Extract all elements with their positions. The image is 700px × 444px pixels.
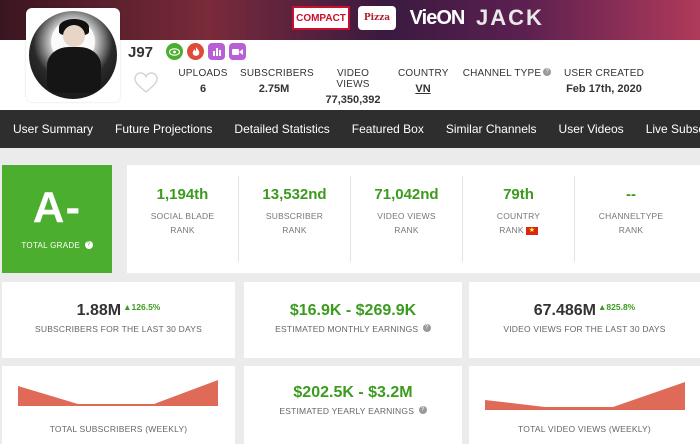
- stat-label: CHANNEL TYPE: [462, 68, 542, 79]
- eye-icon[interactable]: [166, 43, 183, 60]
- card-value: 67.486M: [533, 302, 596, 319]
- stat-label: UPLOADS: [178, 68, 228, 79]
- stat-label: VIDEO VIEWS: [336, 68, 370, 90]
- card-views-30-days: 67.486M ▲825.8% VIDEO VIEWS FOR THE LAST …: [469, 282, 700, 358]
- rank-value: 79th: [503, 186, 534, 203]
- video-camera-icon[interactable]: [229, 43, 246, 60]
- card-yearly-earnings: $202.5K - $3.2M ESTIMATED YEARLY EARNING…: [244, 366, 462, 444]
- stat-label: USER CREATED: [563, 68, 644, 79]
- tab-detailed-statistics[interactable]: Detailed Statistics: [234, 122, 330, 136]
- stat-value: 77,350,392: [325, 94, 381, 106]
- rank-label: RANK: [282, 225, 307, 235]
- rank-value: 71,042nd: [374, 186, 439, 203]
- subscribers-weekly-sparkline: [18, 380, 218, 406]
- card-label: ESTIMATED MONTHLY EARNINGS: [275, 324, 419, 334]
- banner-logo-vieon: VieON: [409, 6, 466, 29]
- rank-label: SOCIAL BLADE: [150, 211, 215, 221]
- heart-icon[interactable]: [134, 72, 158, 94]
- rank-value: 1,194th: [156, 186, 209, 203]
- stat-label: COUNTRY: [398, 68, 449, 79]
- rank-value: --: [626, 186, 636, 203]
- stat-value: Feb 17th, 2020: [566, 83, 642, 95]
- rank-country: 79th COUNTRY RANK: [463, 176, 575, 262]
- banner-logo-jack: JACK: [476, 5, 544, 30]
- rank-label: COUNTRY: [496, 211, 541, 221]
- rank-panel: 1,194th SOCIAL BLADE RANK 13,532nd SUBSCR…: [127, 165, 700, 273]
- rank-social-blade: 1,194th SOCIAL BLADE RANK: [127, 176, 239, 262]
- help-icon[interactable]: ?: [418, 406, 427, 414]
- help-icon[interactable]: ?: [84, 241, 93, 249]
- card-label: VIDEO VIEWS FOR THE LAST 30 DAYS: [503, 324, 666, 334]
- card-value: $16.9K - $269.9K: [289, 302, 417, 319]
- rank-label: RANK: [499, 225, 524, 235]
- chart-bars-icon[interactable]: [208, 43, 225, 60]
- rank-label: RANK: [170, 225, 195, 235]
- help-icon[interactable]: ?: [543, 68, 552, 76]
- tab-live-subscribe[interactable]: Live Subscribe: [645, 122, 700, 136]
- stat-label: SUBSCRIBERS: [240, 68, 314, 79]
- tab-user-videos[interactable]: User Videos: [558, 122, 624, 136]
- rank-video-views: 71,042nd VIDEO VIEWS RANK: [351, 176, 463, 262]
- tab-user-summary[interactable]: User Summary: [13, 122, 94, 136]
- rank-value: 13,532nd: [262, 186, 327, 203]
- stat-video-views: VIDEO VIEWS 77,350,392: [320, 68, 386, 106]
- card-label: TOTAL VIDEO VIEWS (WEEKLY): [518, 424, 651, 434]
- stat-value: 6: [199, 83, 207, 95]
- card-subscribers-weekly: TOTAL SUBSCRIBERS (WEEKLY): [2, 366, 235, 444]
- card-subscribers-30-days: 1.88M ▲126.5% SUBSCRIBERS FOR THE LAST 30…: [2, 282, 235, 358]
- badge-row: [166, 43, 246, 60]
- card-value: $202.5K - $3.2M: [293, 384, 413, 401]
- nav-bar: User Summary Future Projections Detailed…: [0, 110, 700, 148]
- total-grade-box: A- TOTAL GRADE ?: [2, 165, 112, 273]
- avatar: [26, 8, 120, 102]
- rank-label: RANK: [394, 225, 419, 235]
- rank-label: CHANNELTYPE: [598, 211, 664, 221]
- card-views-weekly: TOTAL VIDEO VIEWS (WEEKLY): [469, 366, 700, 444]
- card-percent-change: ▲825.8%: [598, 302, 636, 312]
- stat-uploads: UPLOADS 6: [178, 68, 228, 95]
- flame-icon[interactable]: [187, 43, 204, 60]
- rank-label: SUBSCRIBER: [265, 211, 324, 221]
- card-label: TOTAL SUBSCRIBERS (WEEKLY): [49, 424, 188, 434]
- card-monthly-earnings: $16.9K - $269.9K ESTIMATED MONTHLY EARNI…: [244, 282, 462, 358]
- card-label: SUBSCRIBERS FOR THE LAST 30 DAYS: [34, 324, 202, 334]
- stat-subscribers: SUBSCRIBERS 2.75M: [240, 68, 314, 95]
- banner-logo-compact: COMPACT: [292, 6, 350, 30]
- stat-channel-type: CHANNEL TYPE?: [460, 68, 554, 83]
- help-icon[interactable]: ?: [422, 324, 431, 332]
- tab-future-projections[interactable]: Future Projections: [115, 122, 213, 136]
- stat-value: 2.75M: [258, 83, 290, 95]
- tab-similar-channels[interactable]: Similar Channels: [445, 122, 537, 136]
- tab-featured-box[interactable]: Featured Box: [351, 122, 424, 136]
- channel-name: J97: [128, 44, 154, 61]
- card-percent-change: ▲126.5%: [123, 302, 161, 312]
- rank-label: VIDEO VIEWS: [377, 211, 436, 221]
- views-weekly-sparkline: [485, 382, 685, 410]
- banner-logo-pizza: Pizza: [358, 6, 396, 30]
- grade-letter: A-: [32, 183, 82, 232]
- stat-country: COUNTRY VN: [398, 68, 448, 95]
- card-label: ESTIMATED YEARLY EARNINGS: [279, 406, 415, 416]
- rank-channeltype: -- CHANNELTYPE RANK: [575, 176, 687, 262]
- rank-subscriber: 13,532nd SUBSCRIBER RANK: [239, 176, 351, 262]
- avatar-image: [29, 11, 117, 99]
- card-value: 1.88M: [76, 302, 122, 319]
- vietnam-flag-icon: [525, 224, 538, 238]
- stat-user-created: USER CREATED Feb 17th, 2020: [562, 68, 646, 95]
- rank-label: RANK: [618, 225, 644, 235]
- grade-label: TOTAL GRADE: [21, 241, 81, 250]
- country-link[interactable]: VN: [415, 83, 431, 95]
